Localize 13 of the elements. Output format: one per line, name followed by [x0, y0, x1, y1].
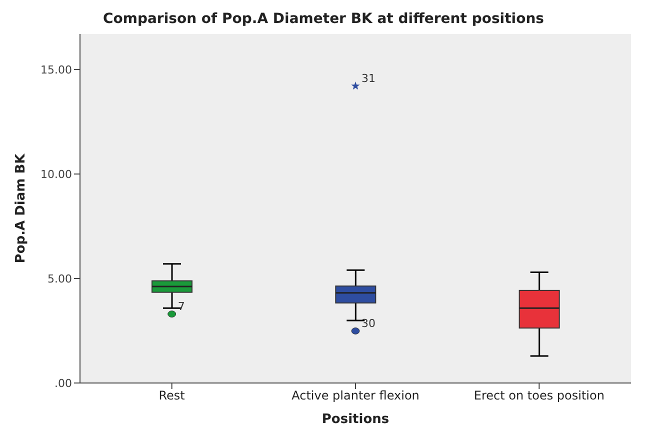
y-axis-title: Pop.A Diam BK: [14, 152, 29, 264]
chart-title: Comparison of Pop.A Diameter BK at different positions: [102, 10, 546, 29]
x-tick-label: Active planter flexion: [292, 388, 420, 403]
y-tick-label: 15.00: [40, 63, 72, 76]
y-tick-label: 5.00: [48, 272, 72, 286]
y-tick-label: 10.00: [40, 168, 72, 181]
annotation: 7: [178, 300, 185, 314]
annotation: 30: [362, 316, 376, 330]
x-tick-label: Erect on toes position: [474, 388, 604, 403]
x-tick-label: Rest: [158, 388, 186, 403]
x-axis-title: Positions: [322, 412, 390, 427]
y-tick-label: .00: [54, 376, 72, 390]
annotation: 31: [362, 72, 376, 86]
